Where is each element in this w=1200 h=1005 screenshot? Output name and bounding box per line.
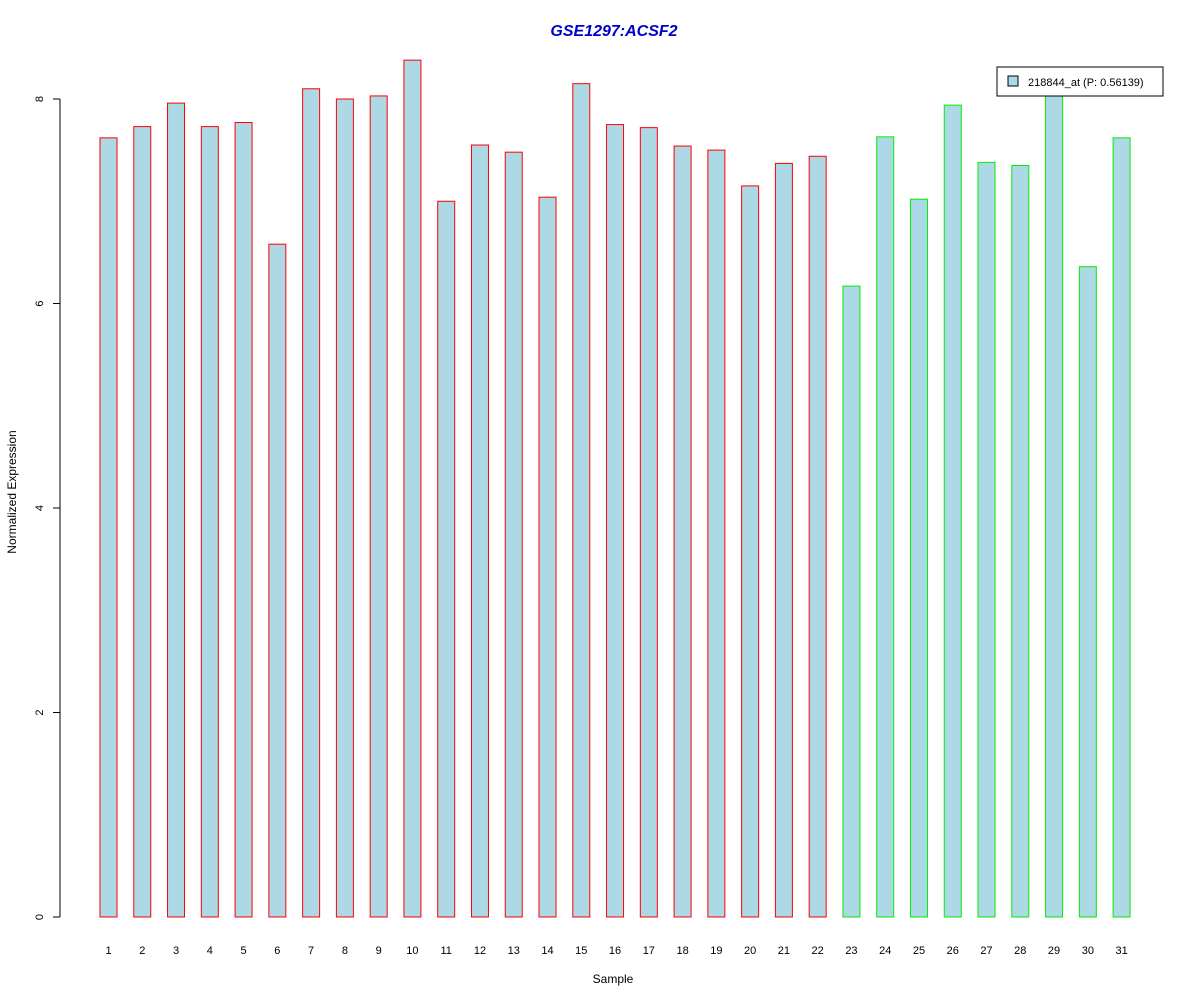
- y-tick-label: 4: [34, 505, 46, 511]
- x-tick-label: 20: [744, 945, 756, 957]
- x-tick-label: 26: [947, 945, 959, 957]
- bar-sample-14: [538, 196, 557, 918]
- bar-sample-20: [741, 185, 760, 918]
- x-tick-label: 14: [541, 945, 553, 957]
- bar-sample-16: [606, 124, 625, 918]
- bar-sample-10: [403, 59, 422, 918]
- bar-sample-7: [302, 88, 321, 918]
- x-tick-label: 15: [575, 945, 587, 957]
- y-tick-label: 0: [34, 914, 46, 920]
- y-tick-label: 8: [34, 96, 46, 102]
- legend-box: [996, 66, 1164, 97]
- bar-sample-26: [943, 104, 962, 918]
- legend: 218844_at (P: 0.56139): [996, 66, 1164, 97]
- x-tick-label: 3: [173, 945, 179, 957]
- bar-sample-5: [234, 122, 253, 918]
- bar-sample-21: [774, 162, 793, 918]
- x-tick-label: 25: [913, 945, 925, 957]
- bar-sample-13: [504, 151, 523, 918]
- bar-sample-12: [470, 144, 489, 918]
- x-tick-label: 23: [845, 945, 857, 957]
- x-tick-label: 2: [139, 945, 145, 957]
- legend-swatch: [1007, 75, 1019, 87]
- x-tick-label: 12: [474, 945, 486, 957]
- x-tick-label: 18: [676, 945, 688, 957]
- bar-sample-11: [437, 200, 456, 918]
- bar-sample-9: [369, 95, 388, 918]
- bar-sample-17: [639, 127, 658, 918]
- bar-sample-24: [876, 136, 895, 918]
- bar-sample-30: [1078, 266, 1097, 918]
- x-tick-label: 16: [609, 945, 621, 957]
- y-tick-label: 6: [34, 300, 46, 306]
- x-tick-label: 6: [274, 945, 280, 957]
- bar-sample-8: [335, 98, 354, 918]
- y-tick-label: 2: [34, 709, 46, 715]
- x-tick-label: 27: [980, 945, 992, 957]
- bar-sample-3: [167, 102, 186, 918]
- x-tick-label: 8: [342, 945, 348, 957]
- bar-sample-27: [977, 161, 996, 918]
- x-tick-label: 9: [376, 945, 382, 957]
- x-tick-label: 4: [207, 945, 213, 957]
- bar-sample-19: [707, 149, 726, 918]
- x-tick-label: 19: [710, 945, 722, 957]
- bar-sample-2: [133, 126, 152, 918]
- x-tick-label: 7: [308, 945, 314, 957]
- chart-title: GSE1297:ACSF2: [550, 23, 677, 40]
- x-tick-label: 29: [1048, 945, 1060, 957]
- x-tick-label: 30: [1082, 945, 1094, 957]
- bar-sample-22: [808, 155, 827, 918]
- bar-sample-25: [909, 198, 928, 918]
- x-tick-labels: 1 2 3 4 5 6 7 8 9 10 11 12 13 14 15 16 17 18 19 20 21 22 23 24 2…: [105, 945, 1127, 957]
- y-axis-label: Normalized Expression: [5, 430, 19, 553]
- x-tick-label: 11: [440, 945, 451, 957]
- x-tick-label: 28: [1014, 945, 1026, 957]
- x-tick-label: 5: [241, 945, 247, 957]
- x-tick-label: 13: [508, 945, 520, 957]
- bar-sample-1: [99, 137, 118, 918]
- x-tick-label: 22: [812, 945, 824, 957]
- x-tick-label: 10: [406, 945, 418, 957]
- x-tick-label: 31: [1115, 945, 1127, 957]
- x-tick-label: 21: [778, 945, 790, 957]
- bar-sample-31: [1112, 137, 1131, 918]
- x-tick-label: 17: [643, 945, 655, 957]
- bar-sample-18: [673, 145, 692, 918]
- bar-sample-28: [1011, 164, 1030, 918]
- bars-group: [99, 59, 1131, 918]
- bar-sample-23: [842, 285, 861, 918]
- bar-sample-4: [200, 126, 219, 918]
- x-axis-label: Sample: [593, 972, 634, 986]
- x-tick-label: 24: [879, 945, 891, 957]
- bar-sample-29: [1045, 90, 1064, 918]
- bar-sample-15: [572, 83, 591, 918]
- y-axis: 0 2 4 6 8: [34, 96, 61, 920]
- bar-sample-6: [268, 243, 287, 918]
- legend-label: 218844_at (P: 0.56139): [1028, 77, 1144, 89]
- x-tick-label: 1: [105, 945, 111, 957]
